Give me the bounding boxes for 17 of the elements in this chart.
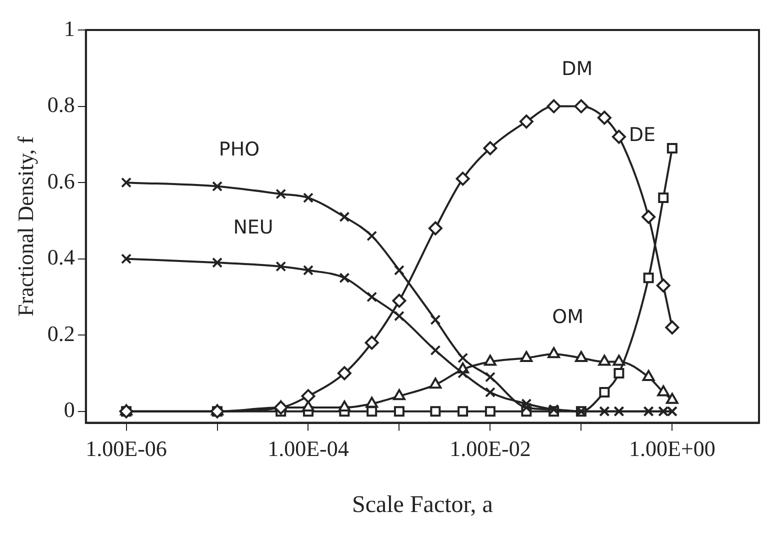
y-tick-label: 1 [64, 16, 75, 41]
y-axis-title: Fractional Density, f [12, 136, 38, 316]
y-tick-label: 0.2 [47, 320, 75, 346]
x-tick-label: 1.00E+00 [629, 436, 716, 461]
y-tick-label: 0.6 [47, 168, 75, 194]
x-tick-label: 1.00E-04 [268, 436, 349, 461]
y-tick-label: 0.8 [47, 92, 75, 118]
series-label: DE [628, 124, 656, 146]
x-tick-label: 1.00E-02 [450, 436, 531, 461]
x-tick-label: 1.00E-06 [86, 436, 167, 461]
y-tick-label: 0.4 [47, 244, 75, 270]
series-label: PHO [218, 138, 260, 160]
x-axis-title: Scale Factor, a [352, 492, 494, 518]
series-label: DM [562, 58, 593, 80]
series-label: NEU [233, 216, 274, 239]
y-tick-label: 0 [64, 397, 75, 422]
series-label: OM [552, 306, 584, 328]
